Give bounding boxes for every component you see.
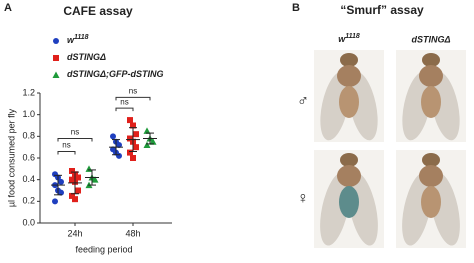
significance-label: ns xyxy=(120,97,128,106)
y-tick-label: 0.8 xyxy=(22,131,35,141)
y-axis-label: µl food consumed per fly xyxy=(6,108,16,207)
fly-thorax xyxy=(419,165,443,187)
data-point xyxy=(58,189,64,196)
row-label: ♀ xyxy=(297,190,309,207)
significance-bracket xyxy=(115,96,151,101)
fly-head xyxy=(340,53,358,67)
fly-head xyxy=(422,153,440,167)
fly-thorax xyxy=(337,165,361,187)
error-bar xyxy=(85,169,99,186)
data-point xyxy=(127,135,133,142)
data-point xyxy=(110,133,116,140)
fly-thorax xyxy=(337,65,361,87)
chart-title: CAFE assay xyxy=(63,4,133,18)
legend-label: dSTINGΔ xyxy=(67,52,106,62)
data-point xyxy=(52,198,58,205)
data-point xyxy=(58,178,64,185)
panel-label: A xyxy=(4,2,12,14)
data-point xyxy=(130,122,136,129)
significance-label: ns xyxy=(71,128,79,137)
x-tick-label: 48h xyxy=(125,228,140,238)
data-point xyxy=(69,192,75,199)
data-point xyxy=(143,127,151,134)
data-point xyxy=(127,149,133,156)
data-point xyxy=(52,71,60,78)
error-bar xyxy=(126,127,140,152)
significance-bracket xyxy=(57,151,76,155)
fly-wing xyxy=(348,71,378,141)
data-point xyxy=(72,196,78,203)
significance-label: ns xyxy=(129,86,137,95)
y-tick-label: 0.4 xyxy=(22,174,35,184)
legend-text: dSTINGΔ xyxy=(67,52,106,62)
data-point xyxy=(75,187,81,194)
error-bar xyxy=(109,139,123,156)
panel-label: B xyxy=(292,2,300,14)
y-tick-label: 1.2 xyxy=(22,87,35,97)
data-point xyxy=(133,131,139,138)
significance-bracket xyxy=(57,138,93,142)
data-point xyxy=(127,117,133,124)
fly-abdomen xyxy=(339,186,359,218)
y-tick-label: 0.0 xyxy=(22,217,35,227)
column-label: w1118 xyxy=(338,33,360,45)
data-point xyxy=(53,38,59,44)
data-point xyxy=(69,168,75,174)
data-point xyxy=(116,152,122,159)
data-point xyxy=(133,144,139,151)
legend-label: w1118 xyxy=(67,34,89,46)
data-point xyxy=(149,138,157,145)
data-point xyxy=(85,165,93,172)
legend-label: dSTINGΔ;GFP-dSTING xyxy=(67,69,164,79)
data-point xyxy=(116,142,122,148)
legend-text: w xyxy=(67,35,75,45)
x-axis-label: feeding period xyxy=(75,244,132,254)
significance-label: ns xyxy=(62,141,70,150)
fly-head xyxy=(340,153,358,167)
data-point xyxy=(143,141,151,148)
fly-wing xyxy=(320,71,350,141)
y-tick-label: 0.6 xyxy=(22,152,35,162)
y-tick-label: 0.2 xyxy=(22,196,35,206)
fly-abdomen xyxy=(421,86,441,118)
column-label: dSTINGΔ xyxy=(411,34,450,44)
fly-wing xyxy=(402,71,432,141)
error-bar xyxy=(51,174,65,196)
error-bar xyxy=(143,132,157,145)
data-point xyxy=(130,155,136,161)
significance-bracket xyxy=(115,107,134,112)
error-bar xyxy=(68,171,82,195)
fly-abdomen xyxy=(339,86,359,118)
data-point xyxy=(53,55,59,61)
panel-title: “Smurf” assay xyxy=(340,3,424,17)
x-tick-label: 24h xyxy=(67,228,82,238)
fly-head xyxy=(422,53,440,67)
data-point xyxy=(75,174,81,181)
fly-thorax xyxy=(419,65,443,87)
y-tick-label: 1.0 xyxy=(22,109,35,119)
legend-text: dSTINGΔ;GFP-dSTING xyxy=(67,69,164,79)
row-label: ♂ xyxy=(297,93,309,110)
data-point xyxy=(91,176,99,183)
fly-wing xyxy=(430,71,460,141)
fly-abdomen xyxy=(421,186,441,218)
legend-sup: 1118 xyxy=(74,34,89,41)
